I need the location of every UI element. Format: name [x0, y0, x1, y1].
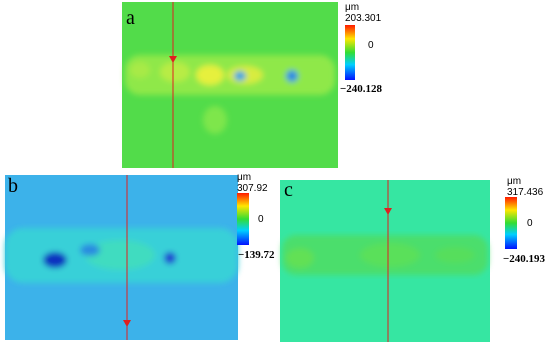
zero-label: 0: [368, 40, 374, 51]
surface-texture: [282, 235, 488, 275]
surface-texture: [5, 228, 238, 283]
color-bar: [237, 193, 249, 245]
unit: μm: [237, 172, 251, 183]
color-bar: [345, 25, 355, 80]
panel-label: c: [284, 179, 293, 201]
zero-label: 0: [527, 218, 533, 229]
panel-a: a μm 203.301 0 −240.128: [122, 2, 383, 168]
max-label: 203.301: [345, 13, 382, 24]
panel-label: b: [8, 175, 18, 197]
panel-b: b μm 307.92 0 −139.72: [5, 172, 275, 340]
min-label: −139.72: [238, 249, 275, 261]
profile-arrow: [169, 56, 177, 63]
unit: μm: [507, 176, 521, 187]
panel-c: c μm 317.436 0 −240.193: [280, 176, 546, 342]
zero-label: 0: [258, 214, 264, 225]
min-label: −240.128: [340, 83, 383, 95]
profile-arrow: [384, 208, 392, 215]
panel-label: a: [126, 7, 135, 29]
color-bar: [505, 197, 517, 249]
max-label: 307.92: [237, 183, 268, 194]
profile-arrow: [123, 320, 131, 327]
min-label: −240.193: [503, 253, 546, 265]
surface-texture: [125, 55, 335, 134]
unit: μm: [345, 2, 359, 13]
max-label: 317.436: [507, 187, 544, 198]
